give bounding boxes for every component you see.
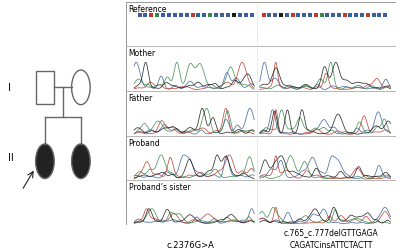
Text: CAGATCinsATTCTACTT: CAGATCinsATTCTACTT	[290, 240, 373, 249]
Circle shape	[72, 144, 90, 179]
Bar	[36, 72, 54, 104]
Circle shape	[36, 144, 54, 179]
Text: Reference: Reference	[129, 5, 167, 14]
Circle shape	[72, 71, 90, 105]
Text: Father: Father	[129, 94, 153, 103]
Text: Proband’s sister: Proband’s sister	[129, 183, 190, 192]
Text: c.2376G>A: c.2376G>A	[167, 240, 215, 249]
Text: I: I	[8, 83, 10, 93]
Text: Mother: Mother	[129, 49, 156, 58]
Text: II: II	[8, 152, 14, 162]
Text: c.765_c.777delGTTGAGA: c.765_c.777delGTTGAGA	[284, 227, 378, 236]
Text: Proband: Proband	[129, 138, 160, 147]
